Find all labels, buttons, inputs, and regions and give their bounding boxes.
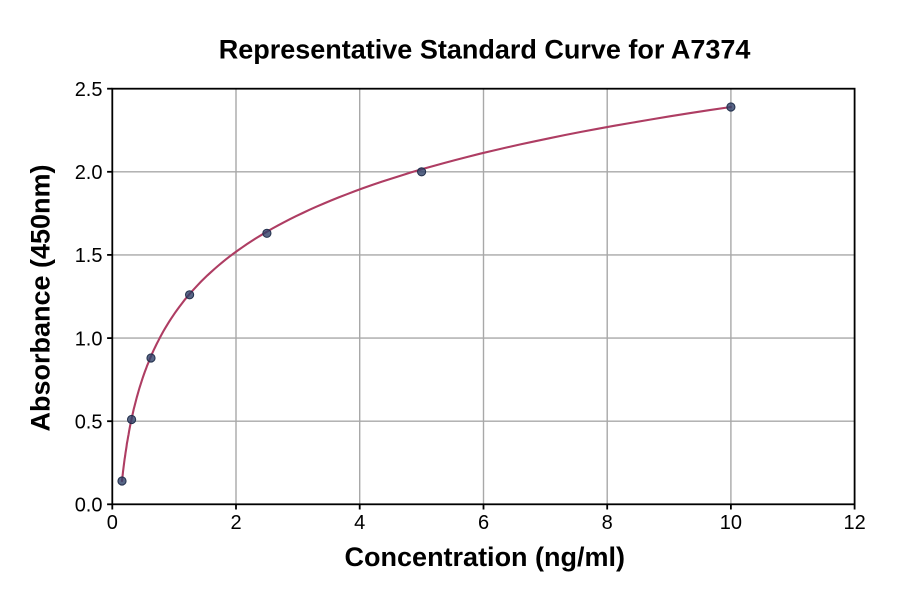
svg-text:2.0: 2.0 [75,162,103,184]
svg-text:Representative Standard Curve: Representative Standard Curve for A7374 [219,34,751,64]
svg-text:12: 12 [843,512,865,534]
svg-text:2.5: 2.5 [75,79,103,101]
svg-text:0.0: 0.0 [75,495,103,517]
svg-text:4: 4 [354,512,365,534]
svg-text:6: 6 [478,512,489,534]
svg-text:0.5: 0.5 [75,412,103,434]
svg-text:1.0: 1.0 [75,328,103,350]
svg-text:8: 8 [602,512,613,534]
svg-text:10: 10 [720,512,742,534]
svg-text:1.5: 1.5 [75,245,103,267]
svg-text:2: 2 [230,512,241,534]
svg-text:Absorbance (450nm): Absorbance (450nm) [26,164,56,431]
svg-text:0: 0 [107,512,118,534]
svg-text:Concentration (ng/ml): Concentration (ng/ml) [345,542,625,572]
